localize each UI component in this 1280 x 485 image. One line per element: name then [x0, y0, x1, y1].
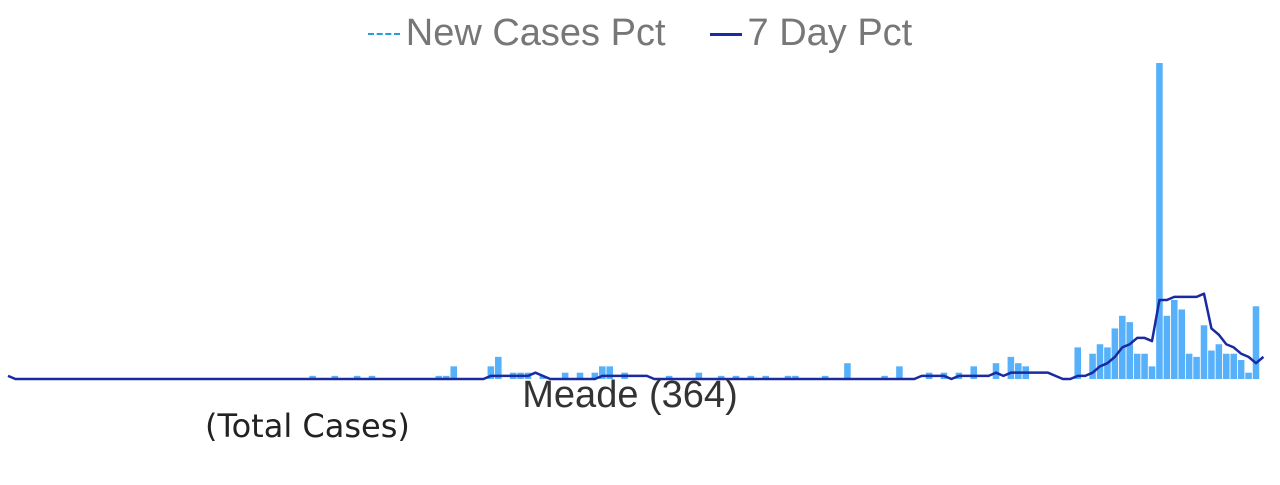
bar-new-cases-pct: [1126, 322, 1133, 379]
bar-new-cases-pct: [747, 375, 755, 379]
bar-new-cases-pct: [1111, 328, 1119, 379]
bar-new-cases-pct: [1141, 353, 1148, 379]
legend-item-new-cases-pct[interactable]: New Cases Pct: [367, 10, 666, 56]
chart-title: Meade (364): [522, 374, 738, 416]
chart-subtitle: (Total Cases): [205, 407, 410, 445]
bar-new-cases-pct: [1133, 353, 1141, 379]
bar-new-cases-pct: [970, 366, 977, 379]
legend-swatch-solid: [709, 32, 742, 36]
bar-series-new-cases-pct: [309, 63, 1260, 379]
bar-new-cases-pct: [1171, 300, 1178, 379]
bar-new-cases-pct: [1215, 344, 1223, 379]
bar-new-cases-pct: [896, 366, 903, 379]
bar-new-cases-pct: [762, 375, 769, 379]
bar-new-cases-pct: [732, 375, 740, 379]
bar-new-cases-pct: [443, 375, 450, 379]
bar-new-cases-pct: [1089, 353, 1096, 379]
bar-new-cases-pct: [1185, 353, 1193, 379]
bar-new-cases-pct: [1163, 315, 1171, 379]
legend-label-7-day-pct: 7 Day Pct: [747, 12, 913, 54]
bar-new-cases-pct: [1245, 372, 1252, 379]
bar-new-cases-pct: [309, 375, 316, 379]
bar-new-cases-pct: [1148, 366, 1156, 379]
bar-new-cases-pct: [576, 372, 584, 379]
bar-new-cases-pct: [331, 375, 339, 379]
bar-new-cases-pct: [844, 363, 851, 379]
chart-legend: New Cases Pct 7 Day Pct: [0, 10, 1280, 56]
bar-new-cases-pct: [487, 366, 495, 379]
legend-swatch-dashed: [367, 33, 400, 35]
legend-label-new-cases-pct: New Cases Pct: [405, 12, 666, 54]
bar-new-cases-pct: [1237, 360, 1245, 379]
bar-new-cases-pct: [881, 375, 888, 379]
bar-new-cases-pct: [495, 356, 502, 379]
line-series-7-day-pct: [7, 292, 1265, 381]
legend-item-7-day-pct[interactable]: 7 Day Pct: [709, 10, 913, 56]
bar-new-cases-pct: [992, 363, 1000, 379]
bar-new-cases-pct: [792, 375, 799, 379]
bar-new-cases-pct: [1223, 353, 1230, 379]
bar-new-cases-pct: [695, 372, 703, 379]
bar-new-cases-pct: [665, 375, 673, 379]
bar-new-cases-pct: [784, 375, 792, 379]
bar-new-cases-pct: [353, 375, 361, 379]
bar-new-cases-pct: [821, 375, 829, 379]
bar-new-cases-pct: [1015, 363, 1022, 379]
bar-new-cases-pct: [561, 372, 569, 379]
bar-new-cases-pct: [1156, 63, 1163, 379]
bar-new-cases-pct: [368, 375, 376, 379]
bar-new-cases-pct: [599, 366, 606, 379]
bar-new-cases-pct: [539, 375, 547, 379]
bar-new-cases-pct: [1252, 306, 1260, 379]
bar-new-cases-pct: [717, 375, 725, 379]
bar-new-cases-pct: [591, 372, 599, 379]
bar-new-cases-pct: [1178, 309, 1185, 379]
bar-new-cases-pct: [1208, 350, 1215, 379]
bar-new-cases-pct: [1096, 344, 1104, 379]
bar-new-cases-pct: [435, 375, 443, 379]
bar-new-cases-pct: [1074, 347, 1081, 379]
bar-new-cases-pct: [450, 366, 457, 379]
bar-new-cases-pct: [1193, 356, 1200, 379]
bar-new-cases-pct: [1200, 325, 1208, 379]
bar-new-cases-pct: [1007, 356, 1015, 379]
bar-new-cases-pct: [1230, 353, 1237, 379]
bar-new-cases-pct: [606, 366, 613, 379]
